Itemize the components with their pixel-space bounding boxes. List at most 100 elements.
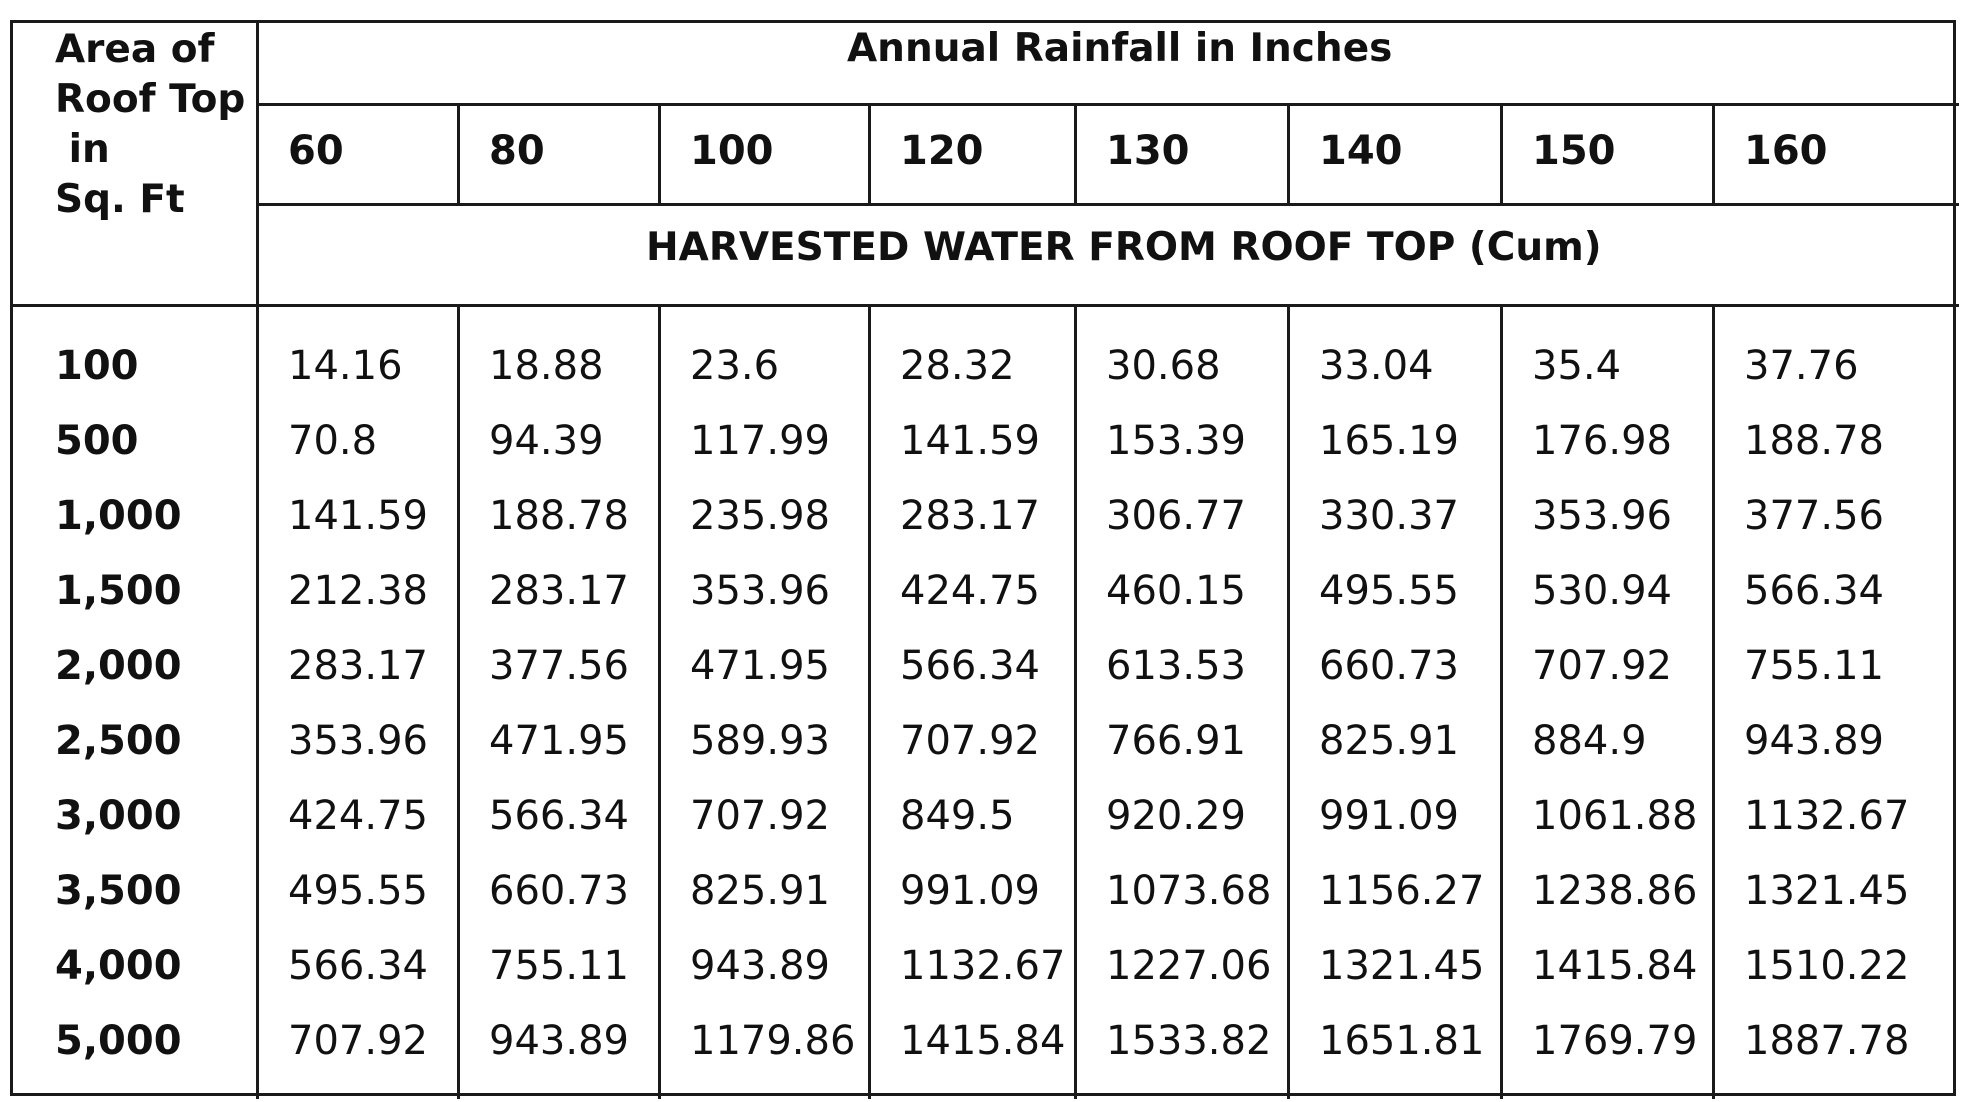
table-cell: 1887.78 — [1744, 1018, 1910, 1064]
table-cell: 188.78 — [489, 493, 629, 539]
rule-column-body-2 — [457, 304, 460, 1099]
rainfall-column-120: 120 — [900, 128, 984, 174]
table-cell: 283.17 — [288, 643, 428, 689]
table-cell: 283.17 — [900, 493, 1040, 539]
rule-column-body-8 — [1712, 304, 1715, 1099]
table-cell: 495.55 — [1319, 568, 1459, 614]
table-cell: 755.11 — [1744, 643, 1884, 689]
table-cell: 141.59 — [288, 493, 428, 539]
rainfall-column-140: 140 — [1319, 128, 1403, 174]
table-cell: 176.98 — [1532, 418, 1672, 464]
rule-column-header-6 — [1287, 103, 1290, 203]
table-cell: 1132.67 — [900, 943, 1066, 989]
table-cell: 495.55 — [288, 868, 428, 914]
rule-under-rainfall-title — [256, 103, 1959, 106]
table-cell: 18.88 — [489, 343, 604, 389]
table-cell: 35.4 — [1532, 343, 1622, 389]
table-cell: 1061.88 — [1532, 793, 1698, 839]
table-cell: 14.16 — [288, 343, 403, 389]
table-cell: 23.6 — [690, 343, 780, 389]
table-cell: 1415.84 — [1532, 943, 1698, 989]
area-header: Area of Roof Top in Sq. Ft — [55, 27, 246, 222]
table-cell: 471.95 — [690, 643, 830, 689]
row-area-label: 5,000 — [55, 1018, 182, 1064]
table-cell: 235.98 — [690, 493, 830, 539]
table-cell: 165.19 — [1319, 418, 1459, 464]
rainfall-column-80: 80 — [489, 128, 545, 174]
table-cell: 991.09 — [900, 868, 1040, 914]
row-area-label: 2,000 — [55, 643, 182, 689]
rule-column-header-8 — [1712, 103, 1715, 203]
table-cell: 707.92 — [1532, 643, 1672, 689]
table-cell: 33.04 — [1319, 343, 1434, 389]
table-cell: 943.89 — [690, 943, 830, 989]
row-area-label: 1,000 — [55, 493, 182, 539]
table-cell: 1227.06 — [1106, 943, 1272, 989]
table-cell: 920.29 — [1106, 793, 1246, 839]
row-area-label: 3,000 — [55, 793, 182, 839]
table-cell: 1238.86 — [1532, 868, 1698, 914]
table-cell: 306.77 — [1106, 493, 1246, 539]
rainfall-column-60: 60 — [288, 128, 344, 174]
table-cell: 283.17 — [489, 568, 629, 614]
table-cell: 353.96 — [288, 718, 428, 764]
rule-column-header-5 — [1074, 103, 1077, 203]
rule-under-header — [13, 304, 1959, 307]
table-cell: 471.95 — [489, 718, 629, 764]
table-cell: 1510.22 — [1744, 943, 1910, 989]
rule-column-header-3 — [658, 103, 661, 203]
table-cell: 94.39 — [489, 418, 604, 464]
table-cell: 707.92 — [690, 793, 830, 839]
table-cell: 849.5 — [900, 793, 1015, 839]
rule-column-header-2 — [457, 103, 460, 203]
table-cell: 1321.45 — [1319, 943, 1485, 989]
table-cell: 1321.45 — [1744, 868, 1910, 914]
row-area-label: 100 — [55, 343, 139, 389]
table-cell: 117.99 — [690, 418, 830, 464]
table-cell: 991.09 — [1319, 793, 1459, 839]
table-cell: 530.94 — [1532, 568, 1672, 614]
table-cell: 330.37 — [1319, 493, 1459, 539]
rule-column-body-3 — [658, 304, 661, 1099]
table-cell: 460.15 — [1106, 568, 1246, 614]
rainfall-header: Annual Rainfall in Inches — [847, 26, 1393, 71]
rainwater-harvest-table: Area of Roof Top in Sq. Ft Annual Rainfal… — [10, 20, 1959, 1099]
table-cell: 353.96 — [690, 568, 830, 614]
rule-column-header-4 — [868, 103, 871, 203]
table-cell: 1769.79 — [1532, 1018, 1698, 1064]
rule-under-rainfall-columns — [256, 203, 1959, 206]
rule-column-body-6 — [1287, 304, 1290, 1099]
table-cell: 153.39 — [1106, 418, 1246, 464]
table-cell: 1533.82 — [1106, 1018, 1272, 1064]
table-cell: 566.34 — [288, 943, 428, 989]
table-cell: 660.73 — [1319, 643, 1459, 689]
row-area-label: 2,500 — [55, 718, 182, 764]
row-area-label: 4,000 — [55, 943, 182, 989]
table-cell: 1132.67 — [1744, 793, 1910, 839]
rule-column-body-7 — [1500, 304, 1503, 1099]
table-cell: 1651.81 — [1319, 1018, 1485, 1064]
rule-column-body-5 — [1074, 304, 1077, 1099]
table-cell: 377.56 — [1744, 493, 1884, 539]
table-cell: 141.59 — [900, 418, 1040, 464]
table-cell: 1415.84 — [900, 1018, 1066, 1064]
table-cell: 755.11 — [489, 943, 629, 989]
table-cell: 1156.27 — [1319, 868, 1485, 914]
rainfall-column-100: 100 — [690, 128, 774, 174]
table-cell: 37.76 — [1744, 343, 1859, 389]
table-cell: 566.34 — [900, 643, 1040, 689]
table-cell: 660.73 — [489, 868, 629, 914]
row-area-label: 1,500 — [55, 568, 182, 614]
table-cell: 424.75 — [900, 568, 1040, 614]
table-cell: 943.89 — [1744, 718, 1884, 764]
row-area-label: 500 — [55, 418, 139, 464]
table-cell: 566.34 — [1744, 568, 1884, 614]
rule-column-body-4 — [868, 304, 871, 1099]
rule-area-column — [256, 23, 259, 1099]
table-cell: 884.9 — [1532, 718, 1647, 764]
table-cell: 188.78 — [1744, 418, 1884, 464]
harvest-header: HARVESTED WATER FROM ROOF TOP (Cum) — [646, 225, 1602, 270]
rainfall-column-130: 130 — [1106, 128, 1190, 174]
table-cell: 424.75 — [288, 793, 428, 839]
table-cell: 566.34 — [489, 793, 629, 839]
